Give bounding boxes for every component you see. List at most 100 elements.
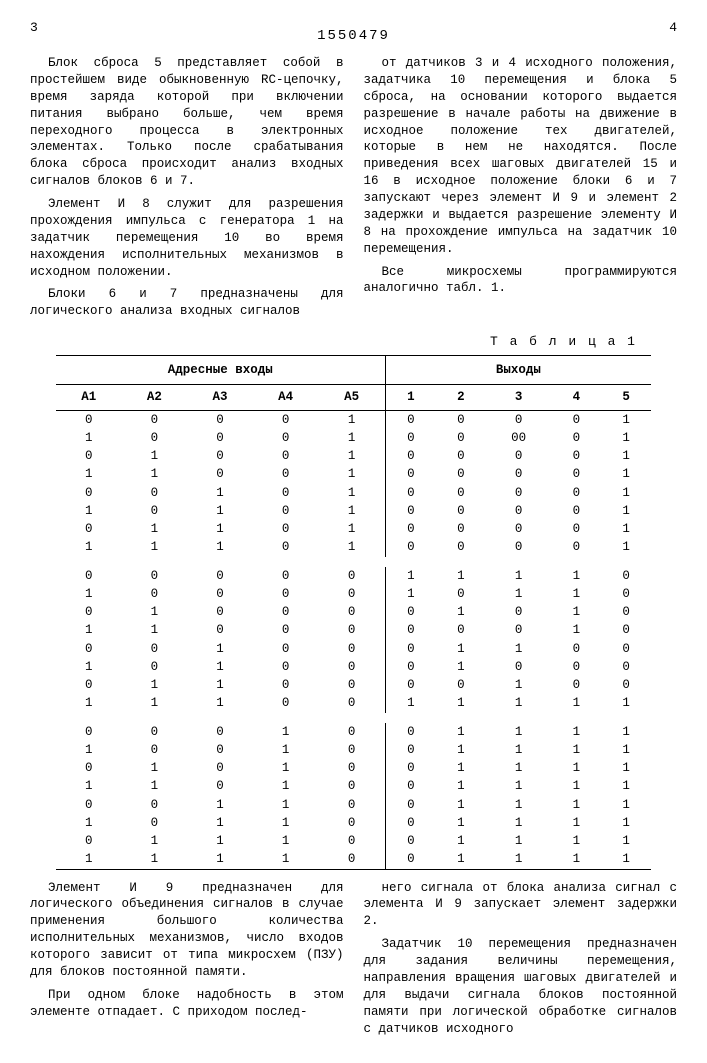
table-cell: 0 — [319, 658, 386, 676]
table-cell: 0 — [319, 603, 386, 621]
table-cell: 0 — [436, 465, 486, 483]
paragraph: Элемент И 8 служит для разрешения прохож… — [30, 196, 344, 280]
table-cell: 0 — [551, 538, 601, 556]
table-cell: 0 — [551, 676, 601, 694]
table-cell: 0 — [601, 585, 651, 603]
table-cell: 0 — [56, 603, 122, 621]
table-cell: 1 — [601, 694, 651, 712]
table-cell: 1 — [187, 640, 253, 658]
table-cell: 1 — [385, 694, 436, 712]
table-cell: 0 — [319, 676, 386, 694]
table-cell: 0 — [319, 796, 386, 814]
data-table: Адресные входы Выходы А1 А2 А3 А4 А5 1 2… — [56, 355, 651, 870]
table-cell: 0 — [56, 759, 122, 777]
table-cell: 1 — [436, 603, 486, 621]
table-cell: 1 — [319, 410, 386, 429]
table-row: 0111001111 — [56, 832, 651, 850]
table-cell: 1 — [187, 832, 253, 850]
table-cell: 1 — [56, 429, 122, 447]
paragraph: Задатчик 10 перемещения предназначен для… — [364, 936, 678, 1037]
table-cell: 0 — [486, 603, 552, 621]
text: При одном блоке надобность в этом элемен… — [30, 988, 344, 1019]
table-cell: 1 — [187, 484, 253, 502]
table-cell: 0 — [319, 694, 386, 712]
table-cell: 0 — [436, 429, 486, 447]
table-cell: 1 — [601, 832, 651, 850]
table-cell: 0 — [187, 777, 253, 795]
table-cell: 1 — [486, 694, 552, 712]
table-cell: 0 — [187, 447, 253, 465]
text: Элемент И 8 служит для разрешения прохож… — [30, 197, 344, 279]
table-cell: 0 — [122, 484, 188, 502]
table-cell: 1 — [187, 676, 253, 694]
col-header: А2 — [122, 385, 188, 410]
table-cell: 1 — [56, 658, 122, 676]
table-row: 1001001111 — [56, 741, 651, 759]
table-cell: 0 — [319, 585, 386, 603]
bottom-columns: Элемент И 9 предназначен для логического… — [30, 880, 677, 1044]
table-cell: 1 — [551, 796, 601, 814]
table-cell: 0 — [319, 814, 386, 832]
table-row: 0101001111 — [56, 759, 651, 777]
table-cell: 1 — [601, 502, 651, 520]
table-cell: 0 — [122, 741, 188, 759]
table-cell: 1 — [486, 640, 552, 658]
paragraph: Элемент И 9 предназначен для логического… — [30, 880, 344, 981]
table-cell: 1 — [486, 723, 552, 741]
table-cell: 0 — [436, 585, 486, 603]
table-cell: 1 — [56, 465, 122, 483]
table-cell: 0 — [56, 484, 122, 502]
table-cell: 1 — [551, 723, 601, 741]
table-cell: 0 — [385, 796, 436, 814]
table-cell: 1 — [551, 759, 601, 777]
table-cell: 1 — [319, 484, 386, 502]
col-header: 5 — [601, 385, 651, 410]
table-cell: 1 — [486, 759, 552, 777]
table-cell: 0 — [319, 850, 386, 869]
table-cell: 1 — [601, 850, 651, 869]
table-cell: 0 — [385, 676, 436, 694]
table-cell: 0 — [319, 567, 386, 585]
table-cell: 0 — [122, 658, 188, 676]
table-cell: 0 — [122, 567, 188, 585]
table-cell: 1 — [187, 658, 253, 676]
table-cell: 1 — [122, 694, 188, 712]
table-cell: 0 — [486, 447, 552, 465]
table-cell: 0 — [385, 520, 436, 538]
table-cell: 1 — [56, 694, 122, 712]
table-group-header: Адресные входы — [56, 356, 385, 385]
table-cell: 1 — [601, 465, 651, 483]
table-cell: 0 — [253, 640, 319, 658]
table-cell: 0 — [56, 447, 122, 465]
table-cell: 1 — [122, 520, 188, 538]
table-cell: 0 — [253, 520, 319, 538]
table-cell: 1 — [551, 850, 601, 869]
table-cell: 0 — [56, 723, 122, 741]
table-cell: 1 — [436, 723, 486, 741]
table-cell: 0 — [436, 484, 486, 502]
document-number: 1550479 — [30, 27, 677, 45]
table-cell: 0 — [187, 603, 253, 621]
table-cell: 1 — [56, 502, 122, 520]
table-cell: 0 — [56, 567, 122, 585]
table-row — [56, 713, 651, 723]
table-cell: 0 — [56, 676, 122, 694]
table-cell: 0 — [385, 640, 436, 658]
table-row: 1110011111 — [56, 694, 651, 712]
table-cell: 1 — [319, 429, 386, 447]
table-cell: 1 — [486, 814, 552, 832]
table-cell: 1 — [56, 538, 122, 556]
table-cell: 1 — [551, 832, 601, 850]
table-cell: 0 — [551, 429, 601, 447]
left-column-bottom: Элемент И 9 предназначен для логического… — [30, 880, 344, 1044]
table-cell: 1 — [122, 447, 188, 465]
table-cell: 0 — [253, 676, 319, 694]
table-row: 1010100001 — [56, 502, 651, 520]
table-cell: 0 — [436, 410, 486, 429]
table-row: 0100001010 — [56, 603, 651, 621]
table-cell: 1 — [601, 741, 651, 759]
table-cell: 0 — [319, 723, 386, 741]
table-cell: 0 — [385, 429, 436, 447]
table-cell: 0 — [385, 603, 436, 621]
table-cell: 0 — [551, 447, 601, 465]
